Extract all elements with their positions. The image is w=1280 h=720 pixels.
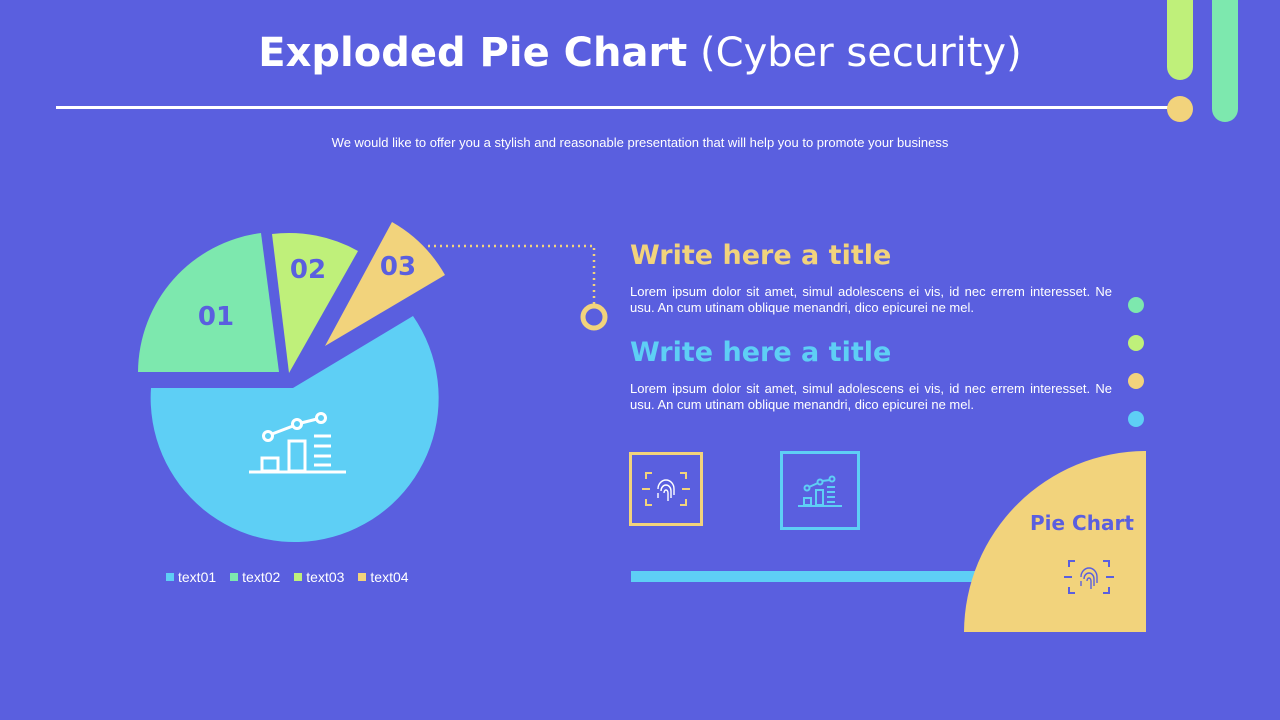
dotted-connector [428, 244, 596, 306]
legend-item: text02 [230, 569, 280, 585]
deco-dot-yellow-2 [1128, 373, 1144, 389]
deco-dot-yellow [1167, 96, 1193, 122]
page-title: Exploded Pie Chart (Cyber security) [0, 30, 1280, 76]
block-2-title: Write here a title [630, 337, 892, 368]
block-1-title: Write here a title [630, 240, 892, 271]
block-1-body: Lorem ipsum dolor sit amet, simul adoles… [630, 284, 1112, 315]
fingerprint-scan-icon [1064, 560, 1114, 594]
legend-swatch [166, 573, 174, 581]
legend-swatch [294, 573, 303, 581]
icon-box-chart [780, 451, 860, 530]
deco-dot-blue [1128, 411, 1144, 427]
pie-slice-02 [272, 232, 358, 373]
deco-dot-lime [1128, 335, 1144, 351]
chart-legend: text01 text02 text03 text04 [166, 569, 409, 585]
icon-box-fingerprint [629, 452, 703, 526]
page-subtitle: We would like to offer you a stylish and… [331, 135, 949, 150]
deco-dot-green [1128, 297, 1144, 313]
fingerprint-scan-icon [642, 472, 690, 506]
legend-label: text02 [242, 569, 281, 585]
pie-label-01: 01 [198, 302, 234, 332]
legend-swatch [230, 573, 239, 581]
deco-bar-lime [1167, 0, 1193, 80]
title-divider [56, 106, 1176, 109]
pie-slice-03 [325, 222, 445, 346]
legend-label: text01 [178, 569, 217, 585]
title-bold: Exploded Pie Chart [258, 30, 688, 76]
bar-chart-growth-icon [798, 475, 842, 507]
legend-item: text04 [358, 569, 409, 585]
bar-chart-growth-icon [249, 412, 346, 474]
legend-item: text01 [166, 569, 216, 585]
pie-label-03: 03 [380, 252, 416, 282]
connector-ring [580, 303, 608, 331]
block-2-body: Lorem ipsum dolor sit amet, simul adoles… [630, 381, 1112, 412]
pie-slice-01 [138, 233, 279, 372]
legend-label: text03 [306, 569, 345, 585]
legend-label: text04 [370, 569, 409, 585]
quarter-label: Pie Chart [1030, 511, 1134, 535]
deco-bar-green [1212, 0, 1238, 122]
pie-label-02: 02 [290, 255, 326, 285]
title-light: (Cyber security) [700, 30, 1022, 76]
legend-swatch [358, 573, 367, 581]
pie-chart-quarter [964, 451, 1146, 632]
legend-item: text03 [294, 569, 344, 585]
